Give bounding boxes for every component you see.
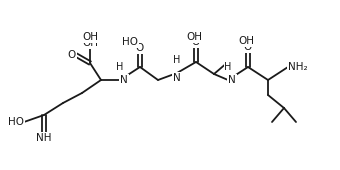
Text: HO: HO — [8, 117, 24, 127]
Text: OH: OH — [238, 36, 254, 46]
Text: O: O — [192, 37, 200, 47]
Text: H: H — [116, 62, 124, 72]
Text: N: N — [120, 75, 128, 85]
Text: O: O — [136, 43, 144, 53]
Text: N: N — [173, 73, 181, 83]
Text: OH: OH — [186, 32, 202, 42]
Text: H: H — [224, 62, 232, 72]
Text: OH: OH — [82, 32, 98, 42]
Text: O: O — [244, 42, 252, 52]
Text: NH₂: NH₂ — [288, 62, 308, 72]
Text: H: H — [173, 55, 181, 65]
Text: HO: HO — [122, 37, 138, 47]
Text: OH: OH — [82, 38, 98, 48]
Text: N: N — [228, 75, 236, 85]
Text: O: O — [68, 50, 76, 60]
Text: NH: NH — [36, 133, 52, 143]
